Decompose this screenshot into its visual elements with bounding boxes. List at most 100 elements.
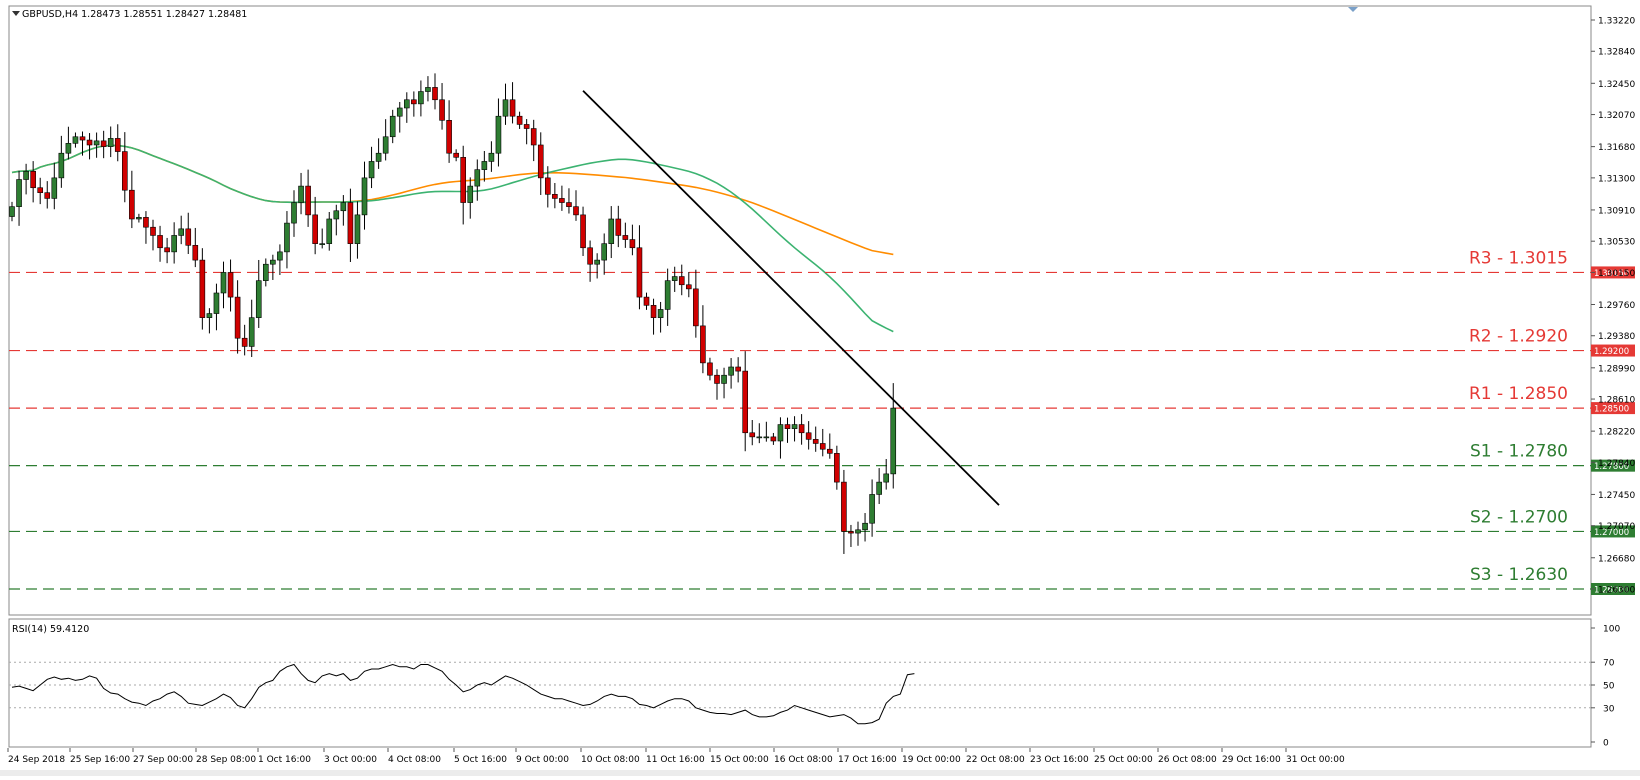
candle-body xyxy=(862,522,868,531)
candle-body xyxy=(742,370,749,434)
price-tick-label: 1.30150 xyxy=(1598,269,1635,279)
bullish-candle xyxy=(65,126,72,160)
bearish-candle xyxy=(509,82,516,124)
bullish-candle xyxy=(248,299,255,358)
bullish-candle xyxy=(206,308,213,334)
bullish-candle xyxy=(763,421,770,442)
price-tick-label: 1.27450 xyxy=(1598,491,1635,501)
bullish-candle xyxy=(220,261,227,309)
candle-body xyxy=(171,235,177,253)
bearish-candle xyxy=(37,177,44,205)
candle-body xyxy=(403,99,410,109)
support-label: S3 - 1.2630 xyxy=(1470,565,1568,585)
candle-body xyxy=(622,235,629,240)
candle-body xyxy=(721,374,727,384)
bearish-candle xyxy=(805,421,812,450)
candle-body xyxy=(312,214,318,244)
bullish-candle xyxy=(291,190,297,237)
moving-averages xyxy=(11,144,894,333)
candle-body xyxy=(164,247,170,253)
shift-marker-icon[interactable] xyxy=(1348,7,1358,12)
candle-body xyxy=(777,424,784,442)
candle-body xyxy=(749,432,756,438)
candle-body xyxy=(876,481,882,495)
bullish-candle xyxy=(389,109,396,144)
time-axis: 24 Sep 2018 25 Sep 16:00 27 Sep 00:00 28 Se… xyxy=(7,748,1345,765)
candle-body xyxy=(834,453,840,483)
resistance-label: R3 - 1.3015 xyxy=(1469,248,1568,268)
bullish-candle xyxy=(791,416,798,442)
bearish-candle xyxy=(234,280,241,354)
candle-body xyxy=(234,296,241,339)
bullish-candle xyxy=(862,513,868,542)
bearish-candle xyxy=(192,227,199,268)
candle-body xyxy=(685,284,692,290)
bearish-candle xyxy=(79,131,86,156)
bullish-candle xyxy=(502,83,509,125)
collapse-icon[interactable] xyxy=(12,11,20,16)
bearish-candle xyxy=(411,91,417,117)
candle-body xyxy=(700,325,706,364)
bearish-candle xyxy=(129,170,135,229)
bearish-candle xyxy=(305,169,311,227)
candle-body xyxy=(382,136,389,154)
candle-body xyxy=(178,228,184,236)
resistance-price-tag-text: 1.30150 xyxy=(1594,269,1629,279)
candle-body xyxy=(643,296,650,306)
bearish-candle xyxy=(185,212,192,255)
bearish-candle xyxy=(819,428,826,457)
candle-body xyxy=(488,152,495,162)
bullish-candle xyxy=(488,141,495,172)
candle-body xyxy=(495,115,502,154)
bullish-candle xyxy=(270,254,276,280)
time-tick-label: 15 Oct 00:00 xyxy=(710,755,769,765)
bullish-candle xyxy=(319,228,326,249)
candle-body xyxy=(361,177,368,216)
candle-body xyxy=(23,170,29,180)
candle-body xyxy=(270,259,276,265)
candle-body xyxy=(707,362,713,376)
resistance-price-tag xyxy=(1591,266,1635,279)
time-tick-label: 22 Oct 08:00 xyxy=(966,755,1025,765)
bearish-candle xyxy=(685,271,692,298)
bearish-candle xyxy=(552,183,558,209)
candle-body xyxy=(432,87,438,101)
bearish-candle xyxy=(587,240,593,282)
time-tick-label: 3 Oct 00:00 xyxy=(324,755,377,765)
candle-body xyxy=(65,143,72,154)
bullish-candle xyxy=(361,161,368,230)
candle-body xyxy=(636,247,643,298)
candle-body xyxy=(107,138,114,147)
candle-body xyxy=(79,136,86,141)
candle-body xyxy=(805,432,812,440)
bullish-candle xyxy=(326,211,333,251)
candle-body xyxy=(693,288,699,327)
bullish-candle xyxy=(721,367,727,399)
candle-body xyxy=(756,436,763,439)
price-tick-label: 1.27840 xyxy=(1598,459,1635,469)
bearish-candle xyxy=(812,426,819,452)
bullish-candle xyxy=(467,177,474,219)
candle-body xyxy=(544,177,551,195)
price-axis: 1.33220 1.32840 1.32450 1.32070 1.31680 1.313… xyxy=(1591,17,1635,596)
bearish-candle xyxy=(848,524,854,547)
bearish-candle xyxy=(678,264,685,296)
bullish-candle xyxy=(728,358,734,389)
candle-body xyxy=(587,247,593,265)
bearish-candle xyxy=(636,225,643,310)
candle-body xyxy=(629,239,636,249)
bullish-candle xyxy=(16,170,22,226)
candle-body xyxy=(418,91,424,105)
bullish-candle xyxy=(777,417,784,459)
candle-body xyxy=(664,280,671,310)
bearish-candle xyxy=(700,305,706,374)
bullish-candle xyxy=(9,201,15,222)
bearish-candle xyxy=(580,206,586,256)
bearish-candle xyxy=(714,369,720,400)
bearish-candle xyxy=(516,111,523,129)
resistance-price-tag xyxy=(1591,402,1635,415)
candle-body xyxy=(671,276,678,281)
price-tick-label: 1.26300 xyxy=(1598,586,1635,596)
